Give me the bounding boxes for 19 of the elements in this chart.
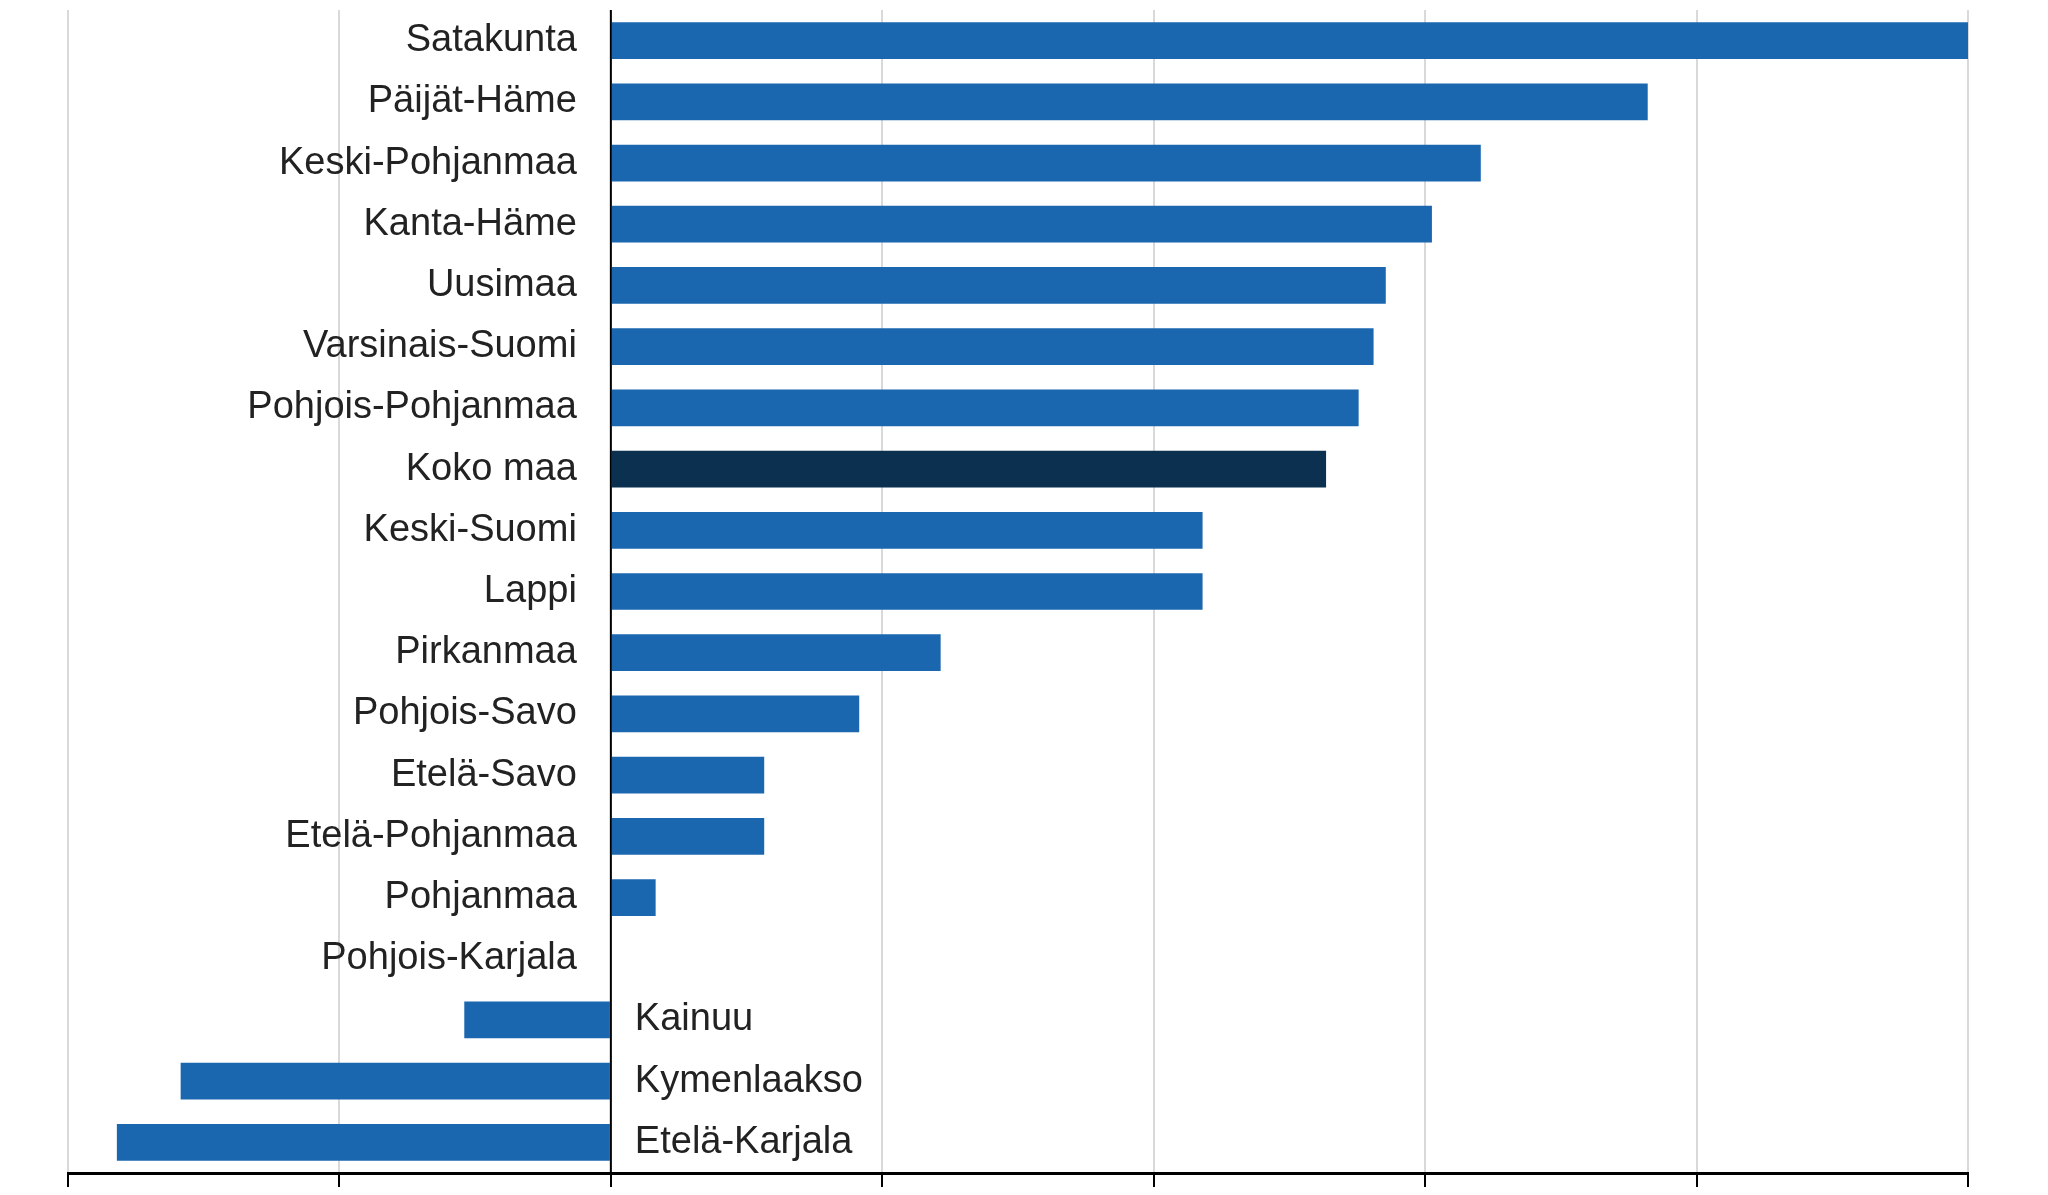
y-tick-label: Kymenlaakso <box>634 1057 863 1100</box>
y-tick-label: Satakunta <box>405 17 578 60</box>
y-tick-label: Etelä-Karjala <box>634 1118 854 1161</box>
y-tick-label: Uusimaa <box>426 261 578 304</box>
y-tick-label: Lappi <box>483 567 577 610</box>
y-tick-label: Varsinais-Suomi <box>303 323 577 366</box>
y-tick-label: Etelä-Savo <box>390 751 577 794</box>
y-tick-label: Kanta-Häme <box>363 200 577 243</box>
y-tick-label: Keski-Suomi <box>363 506 577 549</box>
y-tick-label: Pohjanmaa <box>384 874 578 917</box>
y-tick-label: Koko maa <box>405 445 578 488</box>
y-tick-label: Pohjois-Pohjanmaa <box>247 384 578 427</box>
y-tick-label: Pirkanmaa <box>395 629 578 672</box>
y-tick-label: Keski-Pohjanmaa <box>279 139 578 182</box>
y-tick-label: Kainuu <box>634 996 754 1039</box>
y-tick-label: Pohjois-Savo <box>352 690 577 733</box>
y-tick-label: Etelä-Pohjanmaa <box>285 812 578 855</box>
y-tick-label: Päijät-Häme <box>367 78 577 121</box>
y-tick-label: Pohjois-Karjala <box>321 935 578 978</box>
